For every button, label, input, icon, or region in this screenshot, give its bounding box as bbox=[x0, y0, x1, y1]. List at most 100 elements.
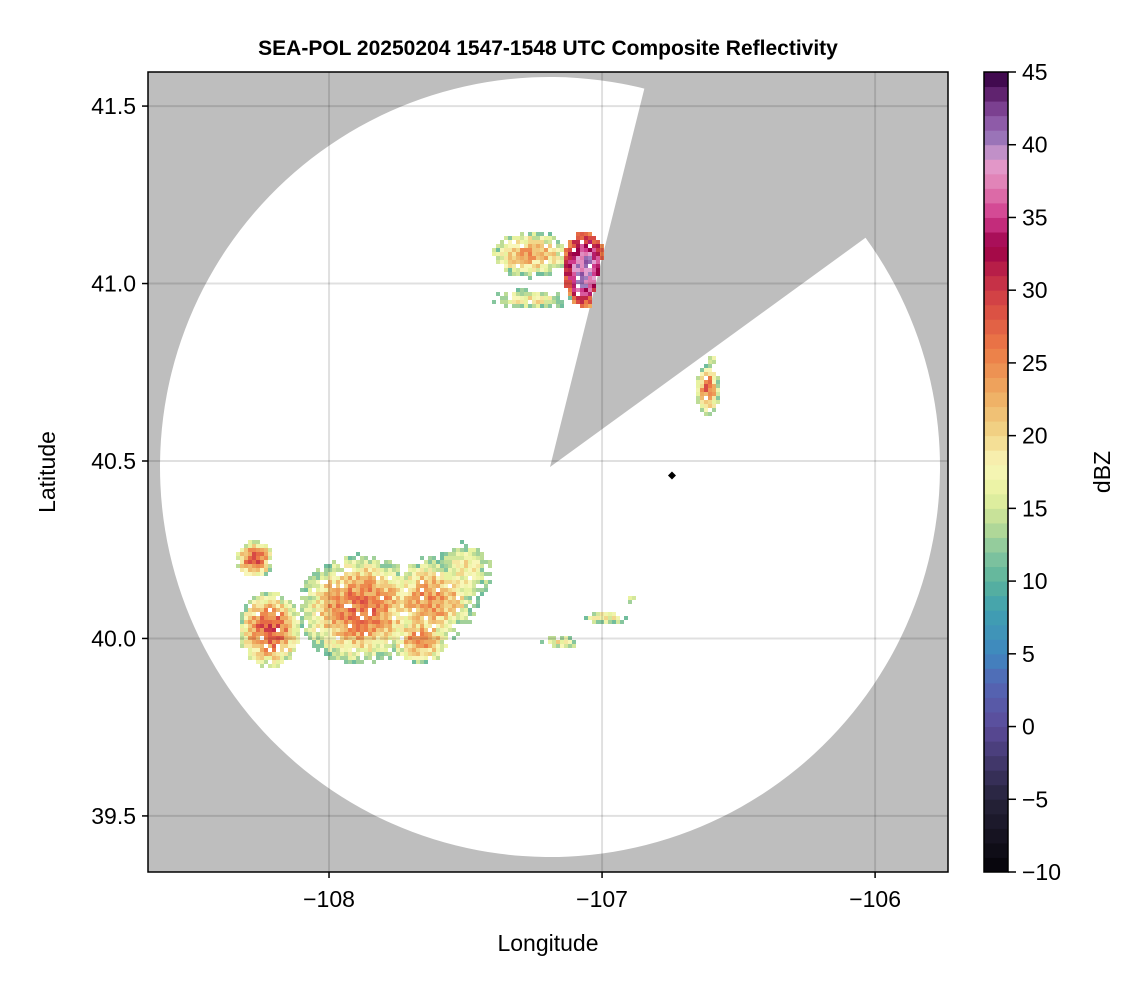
echo-cell bbox=[696, 380, 700, 384]
echo-cell bbox=[464, 556, 468, 560]
echo-cell bbox=[300, 596, 304, 600]
echo-cell bbox=[380, 652, 384, 656]
colorbar-swatch bbox=[984, 319, 1008, 335]
echo-cell bbox=[260, 600, 264, 604]
echo-cell bbox=[540, 268, 544, 272]
echo-cell bbox=[328, 620, 332, 624]
echo-cell bbox=[396, 636, 400, 640]
echo-cell bbox=[404, 572, 408, 576]
echo-cell bbox=[404, 600, 408, 604]
echo-cell bbox=[544, 300, 548, 304]
echo-cell bbox=[260, 652, 264, 656]
echo-cell bbox=[512, 264, 516, 268]
echo-cell bbox=[448, 572, 452, 576]
echo-cell bbox=[416, 596, 420, 600]
echo-cell bbox=[576, 264, 580, 268]
echo-cell bbox=[412, 640, 416, 644]
echo-cell bbox=[380, 572, 384, 576]
echo-cell bbox=[536, 260, 540, 264]
echo-cell bbox=[316, 640, 320, 644]
echo-cell bbox=[408, 624, 412, 628]
echo-cell bbox=[268, 632, 272, 636]
echo-cell bbox=[524, 272, 528, 276]
echo-cell bbox=[540, 640, 544, 644]
echo-cell bbox=[436, 584, 440, 588]
echo-cell bbox=[460, 616, 464, 620]
echo-cell bbox=[520, 236, 524, 240]
echo-cell bbox=[508, 264, 512, 268]
echo-cell bbox=[504, 292, 508, 296]
echo-cell bbox=[336, 620, 340, 624]
echo-cell bbox=[280, 612, 284, 616]
echo-cell bbox=[344, 612, 348, 616]
echo-cell bbox=[324, 628, 328, 632]
echo-cell bbox=[596, 260, 600, 264]
echo-cell bbox=[464, 560, 468, 564]
echo-cell bbox=[532, 248, 536, 252]
echo-cell bbox=[528, 248, 532, 252]
echo-cell bbox=[448, 592, 452, 596]
echo-cell bbox=[580, 248, 584, 252]
colorbar-tick-label: 10 bbox=[1022, 568, 1048, 594]
echo-cell bbox=[388, 624, 392, 628]
echo-cell bbox=[252, 564, 256, 568]
echo-cell bbox=[452, 564, 456, 568]
colorbar-tick-label: 5 bbox=[1022, 641, 1035, 667]
echo-cell bbox=[464, 608, 468, 612]
echo-cell bbox=[404, 656, 408, 660]
echo-cell bbox=[392, 628, 396, 632]
echo-cell bbox=[276, 660, 280, 664]
echo-cell bbox=[440, 580, 444, 584]
colorbar-frame bbox=[983, 71, 1009, 873]
echo-cell bbox=[252, 632, 256, 636]
echo-cell bbox=[324, 572, 328, 576]
echo-cell bbox=[704, 392, 708, 396]
echo-cell bbox=[484, 560, 488, 564]
colorbar-swatch bbox=[984, 159, 1008, 175]
echo-cell bbox=[360, 620, 364, 624]
echo-cell bbox=[412, 584, 416, 588]
echo-cell bbox=[584, 236, 588, 240]
echo-cell bbox=[360, 624, 364, 628]
echo-cell bbox=[456, 600, 460, 604]
echo-cell bbox=[260, 612, 264, 616]
echo-cell bbox=[580, 288, 584, 292]
echo-cell bbox=[432, 608, 436, 612]
echo-cell bbox=[324, 604, 328, 608]
echo-cell bbox=[356, 660, 360, 664]
echo-cell bbox=[700, 380, 704, 384]
echo-cell bbox=[324, 652, 328, 656]
echo-cell bbox=[376, 560, 380, 564]
echo-cell bbox=[344, 596, 348, 600]
echo-cell bbox=[436, 632, 440, 636]
echo-cell bbox=[368, 620, 372, 624]
echo-cell bbox=[408, 628, 412, 632]
echo-cell bbox=[420, 564, 424, 568]
echo-cell bbox=[396, 584, 400, 588]
echo-cell bbox=[360, 568, 364, 572]
echo-cell bbox=[500, 240, 504, 244]
echo-cell bbox=[564, 264, 568, 268]
echo-cell bbox=[444, 568, 448, 572]
echo-cell bbox=[356, 640, 360, 644]
echo-cell bbox=[612, 612, 616, 616]
echo-cell bbox=[276, 640, 280, 644]
echo-cell bbox=[716, 384, 720, 388]
echo-cell bbox=[408, 620, 412, 624]
echo-cell bbox=[264, 556, 268, 560]
echo-cell bbox=[328, 596, 332, 600]
echo-cell bbox=[316, 568, 320, 572]
colorbar-swatch bbox=[984, 639, 1008, 655]
echo-cell bbox=[592, 272, 596, 276]
echo-cell bbox=[696, 392, 700, 396]
colorbar-swatch bbox=[984, 450, 1008, 466]
colorbar-swatch bbox=[984, 653, 1008, 669]
echo-cell bbox=[428, 592, 432, 596]
echo-cell bbox=[384, 628, 388, 632]
echo-cell bbox=[336, 588, 340, 592]
echo-cell bbox=[248, 544, 252, 548]
colorbar-swatch bbox=[984, 217, 1008, 233]
echo-cell bbox=[272, 656, 276, 660]
echo-cell bbox=[408, 648, 412, 652]
echo-cell bbox=[412, 616, 416, 620]
